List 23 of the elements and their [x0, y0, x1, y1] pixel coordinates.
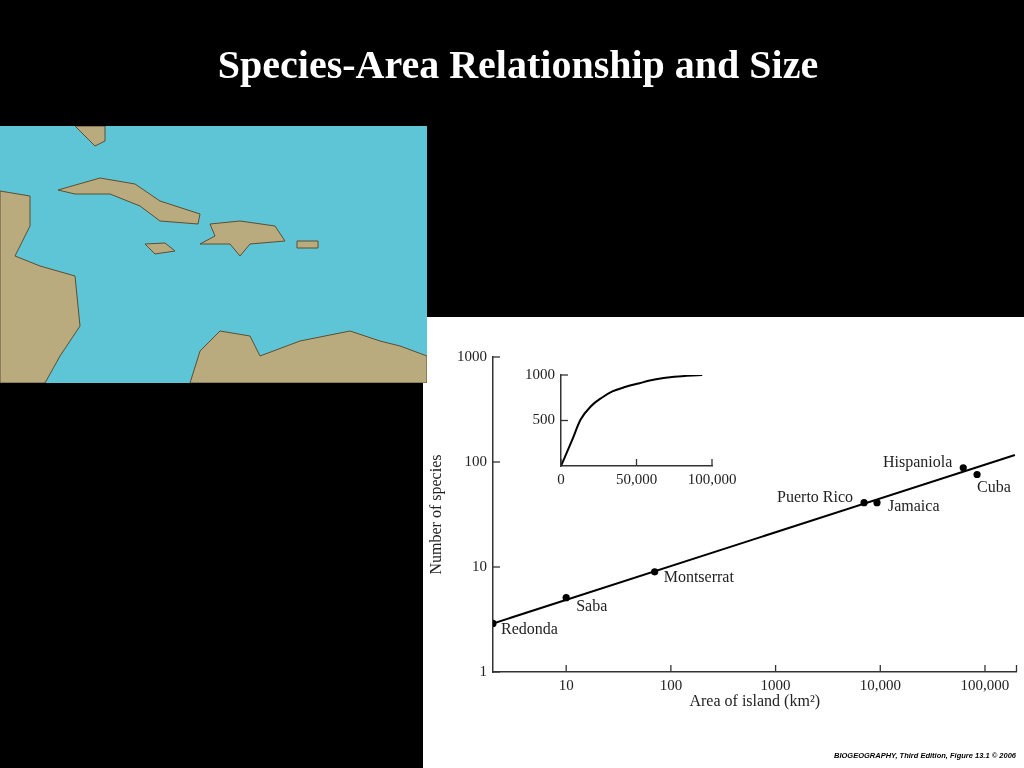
x-tick-label: 50,000 — [615, 470, 658, 487]
annotation: Redonda — [501, 619, 558, 637]
x-tick-label: 100,000 — [960, 676, 1010, 693]
y-tick-label: 1000 — [457, 347, 487, 364]
y-tick-label: 100 — [464, 452, 487, 469]
y-tick-label: 1 — [479, 662, 487, 679]
y-axis-title: Number of species — [426, 454, 445, 575]
x-tick-label: 100 — [659, 676, 683, 693]
x-tick-label: 100,000 — [687, 470, 737, 487]
x-tick-label: 10 — [558, 676, 574, 693]
y-tick-label: 10 — [472, 557, 487, 574]
x-tick-label: 10,000 — [859, 676, 901, 693]
annotation: Cuba — [977, 477, 1011, 495]
y-tick-label: 500 — [532, 411, 555, 428]
annotation: Puerto Rico — [777, 487, 854, 505]
annotation: Hispaniola — [882, 453, 953, 472]
x-tick-label: 0 — [557, 470, 565, 487]
x-axis-title: Area of island (km²) — [689, 691, 821, 710]
annotation: Jamaica — [887, 496, 940, 514]
annotation: Montserrat — [663, 568, 735, 586]
annotation: Saba — [576, 596, 608, 614]
chart-title: Species-Area Relationship and Size — [216, 42, 820, 88]
x-tick-label: 1000 — [760, 676, 791, 693]
